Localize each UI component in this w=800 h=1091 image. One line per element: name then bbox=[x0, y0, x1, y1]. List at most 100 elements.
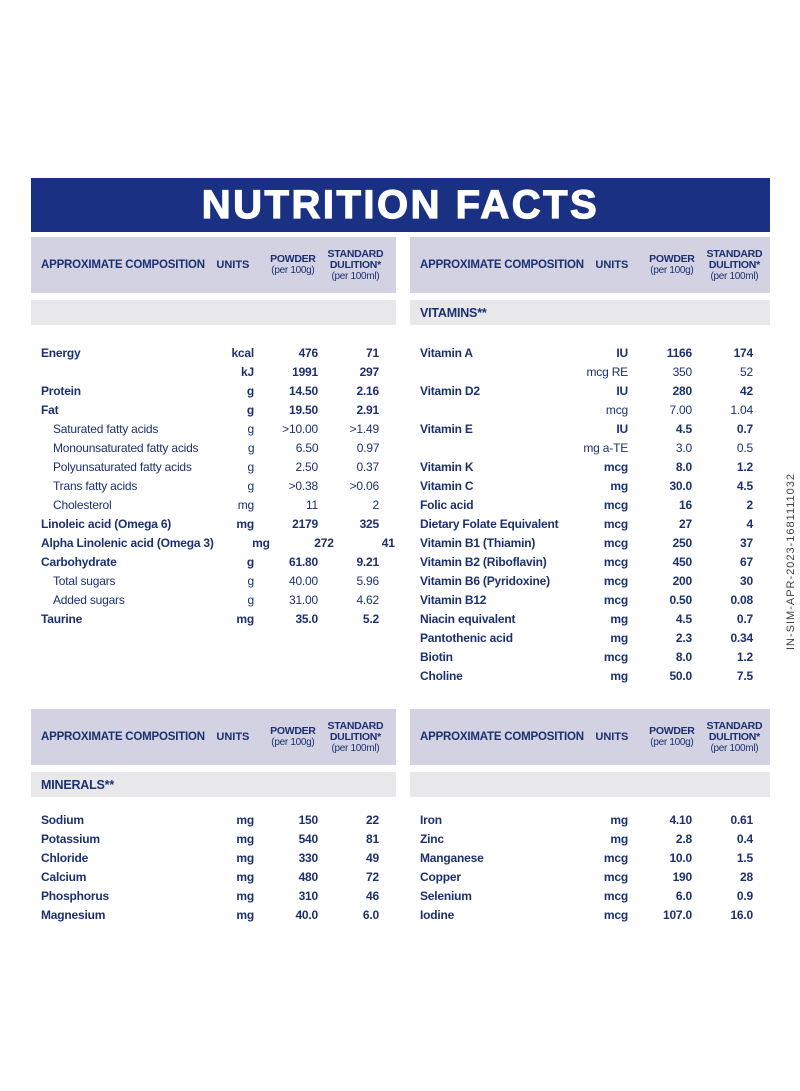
nutrient-row: Saturated fatty acids g >10.00 >1.49 bbox=[31, 419, 396, 438]
nutrient-row: Chloride mg 330 49 bbox=[31, 848, 396, 867]
standard-dilution-value: 0.5 bbox=[736, 440, 753, 455]
standard-dilution-value: 0.9 bbox=[736, 888, 753, 903]
table-macros: APPROXIMATE COMPOSITION UNITS POWDER (pe… bbox=[31, 237, 396, 685]
nutrient-units: mg bbox=[236, 611, 254, 626]
nutrient-name: Vitamin E bbox=[420, 421, 473, 436]
nutrient-units: mg bbox=[236, 907, 254, 922]
composition-header: APPROXIMATE COMPOSITION bbox=[41, 259, 205, 271]
nutrient-name: Polyunsaturated fatty acids bbox=[53, 459, 192, 474]
nutrient-row: Biotin mcg 8.0 1.2 bbox=[410, 647, 770, 666]
powder-value: 2.3 bbox=[675, 630, 692, 645]
standard-header-sub: (per 100ml) bbox=[710, 742, 759, 754]
nutrient-row: Alpha Linolenic acid (Omega 3) mg 272 41 bbox=[31, 533, 396, 552]
nutrient-name: Zinc bbox=[420, 831, 444, 846]
powder-value: 14.50 bbox=[288, 383, 318, 398]
nutrient-units: mcg bbox=[603, 459, 628, 474]
table-minerals: APPROXIMATE COMPOSITION UNITS POWDER (pe… bbox=[31, 709, 396, 924]
powder-header-label: POWDER bbox=[649, 253, 695, 265]
nutrient-row: Manganese mcg 10.0 1.5 bbox=[410, 848, 770, 867]
standard-dilution-value: 5.2 bbox=[362, 611, 379, 626]
units-header: UNITS bbox=[595, 731, 629, 743]
powder-header-label: POWDER bbox=[649, 725, 695, 737]
nutrient-row: Selenium mcg 6.0 0.9 bbox=[410, 886, 770, 905]
nutrient-name: Pantothenic acid bbox=[420, 630, 513, 645]
nutrient-row: Fat g 19.50 2.91 bbox=[31, 400, 396, 419]
nutrient-row: Carbohydrate g 61.80 9.21 bbox=[31, 552, 396, 571]
standard-dilution-value: 1.04 bbox=[730, 402, 753, 417]
units-header: UNITS bbox=[216, 259, 250, 271]
standard-header-line2: DULITION* bbox=[708, 730, 760, 743]
nutrient-name: Trans fatty acids bbox=[53, 478, 138, 493]
standard-dilution-value: 42 bbox=[740, 383, 753, 398]
trace-rows: Iron mg 4.10 0.61 Zinc mg 2.8 0.4 Manganese mcg 10… bbox=[410, 810, 770, 924]
nutrient-name: Energy bbox=[41, 345, 81, 360]
standard-dilution-value: 72 bbox=[366, 869, 379, 884]
nutrient-name: Folic acid bbox=[420, 497, 474, 512]
nutrient-row: Dietary Folate Equivalent mcg 27 4 bbox=[410, 514, 770, 533]
nutrient-row: Vitamin B12 mcg 0.50 0.08 bbox=[410, 590, 770, 609]
powder-header: POWDER (per 100g) bbox=[640, 725, 704, 749]
powder-value: 10.0 bbox=[669, 850, 692, 865]
nutrient-name: Chloride bbox=[41, 850, 89, 865]
section-bar-vitamins: VITAMINS** bbox=[410, 300, 770, 325]
nutrient-name: Iron bbox=[420, 812, 442, 827]
standard-dilution-value: 325 bbox=[359, 516, 380, 531]
nutrient-units: g bbox=[247, 592, 255, 607]
nutrient-row: Total sugars g 40.00 5.96 bbox=[31, 571, 396, 590]
standard-dilution-value: 71 bbox=[366, 345, 379, 360]
nutrient-units: kcal bbox=[231, 345, 254, 360]
standard-dilution-value: >0.06 bbox=[349, 478, 380, 493]
standard-dilution-value: 28 bbox=[740, 869, 753, 884]
standard-header-sub: (per 100ml) bbox=[710, 270, 759, 282]
nutrient-units: mcg bbox=[603, 649, 628, 664]
standard-header-line2: DULITION* bbox=[329, 258, 381, 271]
powder-value: 150 bbox=[298, 812, 319, 827]
nutrient-row: Vitamin D2 IU 280 42 bbox=[410, 381, 770, 400]
powder-value: 8.0 bbox=[675, 459, 692, 474]
nutrient-units: mg bbox=[610, 478, 628, 493]
title-bar: NUTRITION FACTS bbox=[31, 178, 770, 232]
nutrient-row: Monounsaturated fatty acids g 6.50 0.97 bbox=[31, 438, 396, 457]
powder-value: 330 bbox=[298, 850, 319, 865]
powder-header-sub: (per 100g) bbox=[650, 265, 694, 276]
nutrient-name: Monounsaturated fatty acids bbox=[53, 440, 199, 455]
nutrient-name: Vitamin B1 (Thiamin) bbox=[420, 535, 536, 550]
powder-value: 4.5 bbox=[675, 421, 692, 436]
bottom-tables: APPROXIMATE COMPOSITION UNITS POWDER (pe… bbox=[31, 709, 770, 924]
standard-dilution-value: 67 bbox=[740, 554, 753, 569]
powder-value: 450 bbox=[672, 554, 693, 569]
powder-value: 27 bbox=[679, 516, 692, 531]
nutrient-units: mg bbox=[610, 611, 628, 626]
powder-header-sub: (per 100g) bbox=[271, 737, 315, 748]
nutrient-row: Iron mg 4.10 0.61 bbox=[410, 810, 770, 829]
standard-dilution-value: 2.91 bbox=[356, 402, 379, 417]
nutrient-units: mcg bbox=[603, 869, 628, 884]
standard-dilution-value: 1.2 bbox=[736, 649, 753, 664]
nutrient-units: IU bbox=[616, 345, 628, 360]
powder-value: 2.8 bbox=[675, 831, 692, 846]
nutrient-units: mg bbox=[252, 535, 270, 550]
standard-dilution-value: 6.0 bbox=[362, 907, 379, 922]
nutrient-units: kJ bbox=[241, 364, 254, 379]
nutrient-units: mg bbox=[237, 497, 254, 512]
nutrient-units: g bbox=[247, 573, 255, 588]
nutrient-name: Selenium bbox=[420, 888, 472, 903]
nutrient-units: g bbox=[247, 421, 255, 436]
standard-dilution-value: 16.0 bbox=[730, 907, 753, 922]
composition-header: APPROXIMATE COMPOSITION bbox=[41, 731, 205, 743]
standard-header: STANDARD DULITION* (per 100ml) bbox=[325, 720, 386, 754]
nutrient-units: IU bbox=[616, 383, 628, 398]
nutrient-row: Trans fatty acids g >0.38 >0.06 bbox=[31, 476, 396, 495]
nutrient-row: Potassium mg 540 81 bbox=[31, 829, 396, 848]
nutrient-name: Saturated fatty acids bbox=[53, 421, 159, 436]
nutrient-name: Phosphorus bbox=[41, 888, 110, 903]
powder-value: 1166 bbox=[666, 345, 692, 360]
powder-value: 30.0 bbox=[669, 478, 692, 493]
nutrient-units: mg bbox=[236, 888, 254, 903]
nutrient-units: mg bbox=[610, 812, 628, 827]
nutrient-units: mcg bbox=[603, 907, 628, 922]
powder-value: >0.38 bbox=[288, 478, 319, 493]
nutrient-name: Iodine bbox=[420, 907, 455, 922]
nutrient-row: Energy kcal 476 71 bbox=[31, 343, 396, 362]
nutrient-units: g bbox=[247, 440, 255, 455]
